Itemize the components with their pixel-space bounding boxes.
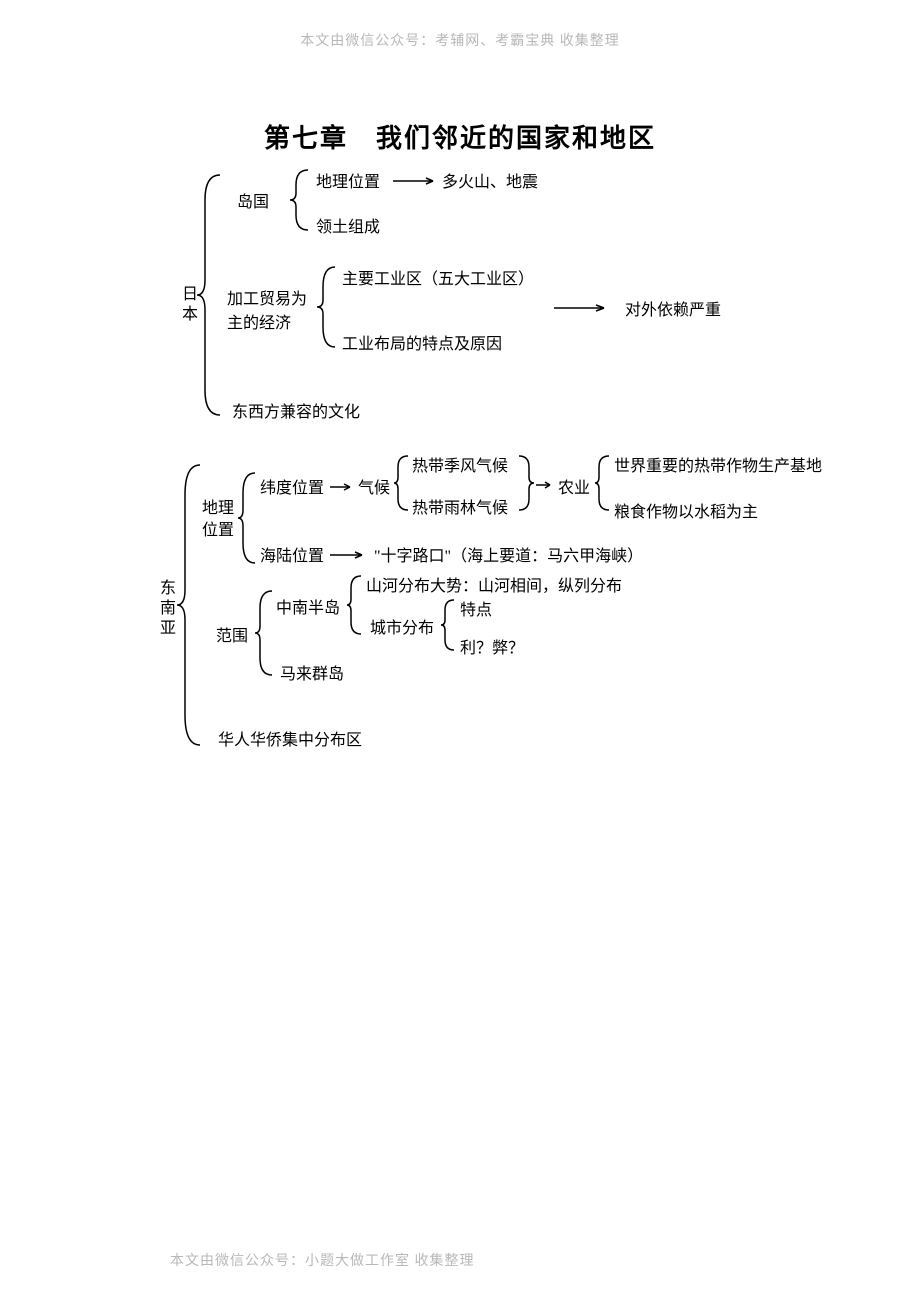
sea-lat-arrow xyxy=(330,482,358,492)
sea-lat: 纬度位置 xyxy=(260,474,324,498)
japan-territory: 领土组成 xyxy=(316,213,380,237)
sea-indochina: 中南半岛 xyxy=(276,594,340,618)
sea-geo-brace xyxy=(237,468,259,568)
sea-root: 东南亚 xyxy=(153,579,177,639)
sea-scope-label: 范围 xyxy=(216,622,248,646)
japan-island-label: 岛国 xyxy=(237,188,269,212)
sea-indochina-brace xyxy=(346,572,366,638)
sea-agri-label: 农业 xyxy=(558,474,590,498)
sea-monsoon: 热带季风气候 xyxy=(412,452,508,476)
sea-climate-close-brace xyxy=(516,452,536,514)
sea-city-brace xyxy=(440,596,458,654)
sea-tropical-base: 世界重要的热带作物生产基地 xyxy=(614,452,822,476)
japan-island-brace xyxy=(288,165,313,235)
japan-geo: 地理位置 xyxy=(316,168,380,192)
sea-agri-arrow xyxy=(536,480,558,490)
sea-sealand-arrow xyxy=(330,550,370,560)
sea-main-brace xyxy=(175,460,205,750)
japan-economy-brace xyxy=(315,262,340,352)
japan-main-brace xyxy=(195,170,225,420)
sea-scope-brace xyxy=(254,586,276,680)
japan-layout: 工业布局的特点及原因 xyxy=(342,330,502,354)
sea-agri-brace xyxy=(594,452,614,514)
japan-culture: 东西方兼容的文化 xyxy=(232,398,360,422)
japan-geo-arrow xyxy=(393,176,443,186)
sea-malay: 马来群岛 xyxy=(280,660,344,684)
chapter-title: 第七章 我们邻近的国家和地区 xyxy=(0,118,920,155)
japan-depend: 对外依赖严重 xyxy=(625,296,721,320)
sea-feature: 特点 xyxy=(460,596,492,620)
sea-pros-cons: 利？弊？ xyxy=(460,634,524,658)
footer-watermark: 本文由微信公众号：小题大做工作室 收集整理 xyxy=(170,1250,475,1270)
sea-geo-label: 地理位置 xyxy=(202,498,238,543)
japan-zones: 主要工业区（五大工业区） xyxy=(342,265,534,289)
sea-crossroad: "十字路口"（海上要道：马六甲海峡） xyxy=(374,542,643,566)
sea-rice: 粮食作物以水稻为主 xyxy=(614,498,758,522)
sea-climate-brace xyxy=(393,452,413,514)
japan-economy-label: 加工贸易为主的经济 xyxy=(227,288,317,336)
sea-rainforest: 热带雨林气候 xyxy=(412,494,508,518)
sea-rivers: 山河分布大势：山河相间，纵列分布 xyxy=(366,572,622,596)
sea-climate-label: 气候 xyxy=(358,474,390,498)
japan-geo-result: 多火山、地震 xyxy=(442,168,538,192)
sea-chinese: 华人华侨集中分布区 xyxy=(218,726,362,750)
sea-city-dist: 城市分布 xyxy=(370,614,434,638)
header-watermark: 本文由微信公众号：考辅网、考霸宝典 收集整理 xyxy=(0,30,920,50)
japan-depend-arrow xyxy=(554,303,614,313)
sea-sealand: 海陆位置 xyxy=(260,542,324,566)
